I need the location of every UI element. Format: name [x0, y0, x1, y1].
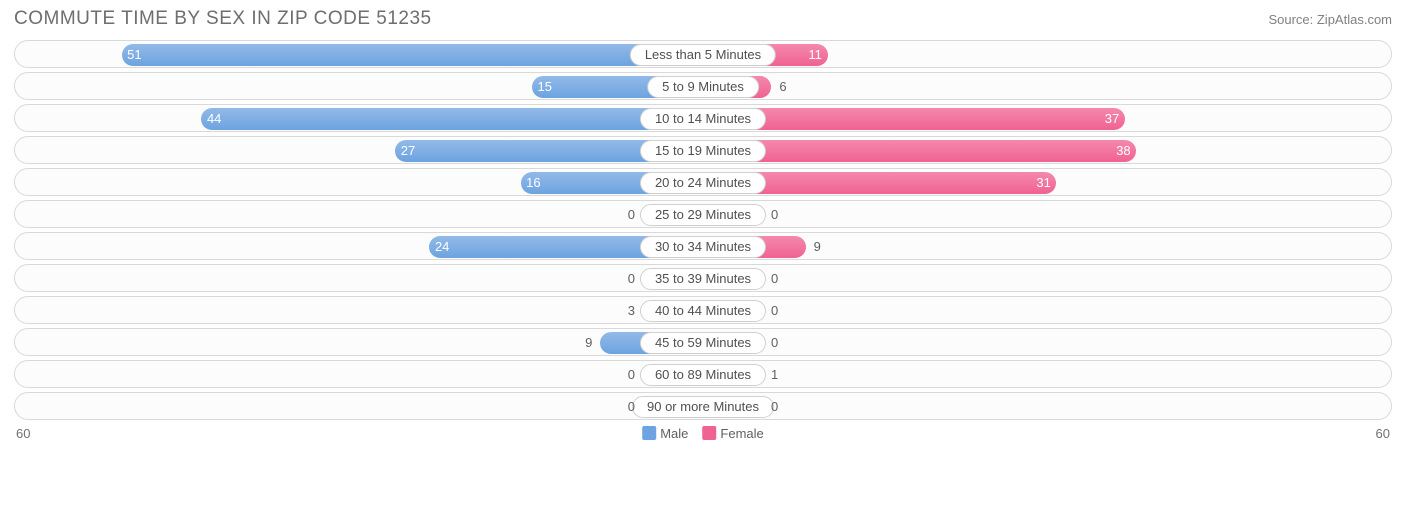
category-label: 45 to 59 Minutes: [640, 332, 766, 354]
value-label-male: 0: [628, 393, 635, 421]
legend-label-male: Male: [660, 426, 688, 441]
category-label: Less than 5 Minutes: [630, 44, 776, 66]
chart-row: 90 or more Minutes0 0: [14, 392, 1392, 420]
chart-row: 35 to 39 Minutes0 0: [14, 264, 1392, 292]
value-label-female: 31: [1036, 169, 1050, 197]
value-label-female: 1: [771, 361, 778, 389]
legend-item-male: Male: [642, 426, 688, 441]
category-label: 15 to 19 Minutes: [640, 140, 766, 162]
category-label: 60 to 89 Minutes: [640, 364, 766, 386]
value-label-male: 24: [435, 233, 449, 261]
category-label: 90 or more Minutes: [632, 396, 774, 418]
chart-row: 25 to 29 Minutes0 0: [14, 200, 1392, 228]
axis-right-max: 60: [1376, 426, 1390, 441]
legend-label-female: Female: [720, 426, 763, 441]
chart-source: Source: ZipAtlas.com: [1268, 12, 1392, 27]
legend-swatch-male: [642, 426, 656, 440]
chart-footer: 60 Male Female 60: [14, 426, 1392, 446]
chart-title: COMMUTE TIME BY SEX IN ZIP CODE 51235: [14, 8, 432, 30]
value-label-female: 0: [771, 265, 778, 293]
value-label-male: 27: [401, 137, 415, 165]
legend-item-female: Female: [702, 426, 763, 441]
chart-rows: Less than 5 Minutes 51 11 5 to 9 Minutes 15 6…: [14, 40, 1392, 420]
category-label: 20 to 24 Minutes: [640, 172, 766, 194]
bar-male: [122, 44, 703, 66]
category-label: 10 to 14 Minutes: [640, 108, 766, 130]
category-label: 5 to 9 Minutes: [647, 76, 759, 98]
value-label-male: 0: [628, 361, 635, 389]
value-label-male: 15: [538, 73, 552, 101]
bar-male: [201, 108, 703, 130]
bar-female: [703, 108, 1125, 130]
bar-female: [703, 140, 1136, 162]
value-label-male: 9: [585, 329, 592, 357]
value-label-female: 9: [814, 233, 821, 261]
value-label-male: 0: [628, 201, 635, 229]
chart-row: 60 to 89 Minutes0 1: [14, 360, 1392, 388]
value-label-male: 16: [526, 169, 540, 197]
value-label-male: 44: [207, 105, 221, 133]
value-label-female: 0: [771, 201, 778, 229]
category-label: 40 to 44 Minutes: [640, 300, 766, 322]
category-label: 30 to 34 Minutes: [640, 236, 766, 258]
value-label-female: 0: [771, 393, 778, 421]
value-label-male: 51: [127, 41, 141, 69]
value-label-female: 37: [1105, 105, 1119, 133]
chart-row: 20 to 24 Minutes 16 31: [14, 168, 1392, 196]
axis-left-max: 60: [16, 426, 30, 441]
value-label-female: 11: [808, 41, 822, 69]
value-label-male: 0: [628, 265, 635, 293]
value-label-female: 38: [1116, 137, 1130, 165]
chart-row: 40 to 44 Minutes3 0: [14, 296, 1392, 324]
category-label: 35 to 39 Minutes: [640, 268, 766, 290]
value-label-male: 3: [628, 297, 635, 325]
value-label-female: 6: [779, 73, 786, 101]
category-label: 25 to 29 Minutes: [640, 204, 766, 226]
chart-header: COMMUTE TIME BY SEX IN ZIP CODE 51235 So…: [14, 8, 1392, 30]
chart-row: Less than 5 Minutes 51 11: [14, 40, 1392, 68]
chart-row: 45 to 59 Minutes 9 0: [14, 328, 1392, 356]
chart-row: 15 to 19 Minutes 27 38: [14, 136, 1392, 164]
legend: Male Female: [642, 426, 764, 441]
value-label-female: 0: [771, 297, 778, 325]
value-label-female: 0: [771, 329, 778, 357]
legend-swatch-female: [702, 426, 716, 440]
chart-row: 30 to 34 Minutes 24 9: [14, 232, 1392, 260]
chart-row: 5 to 9 Minutes 15 6: [14, 72, 1392, 100]
chart-row: 10 to 14 Minutes 44 37: [14, 104, 1392, 132]
